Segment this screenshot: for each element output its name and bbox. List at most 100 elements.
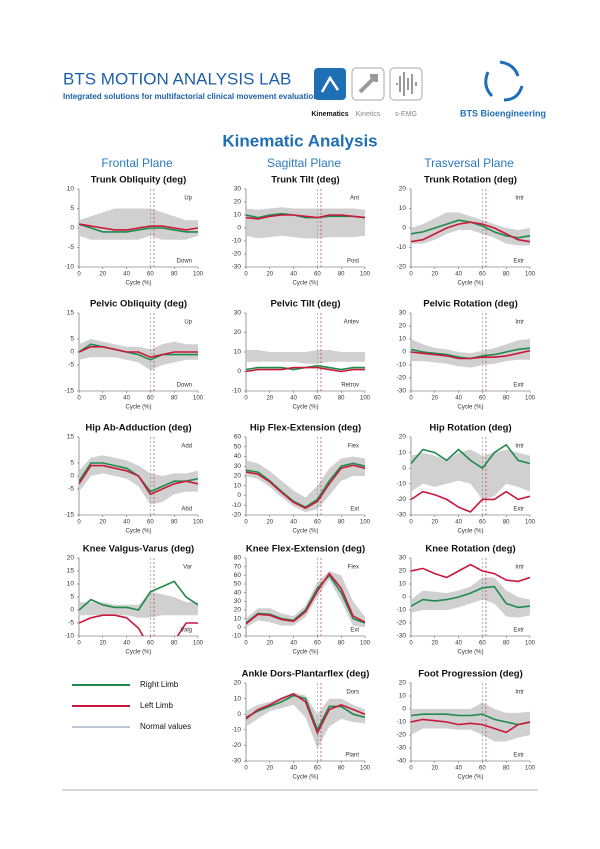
x-tick-label: 20 <box>431 272 438 278</box>
limb-line <box>411 713 530 726</box>
y-tick-label: -20 <box>232 742 242 749</box>
chart: Hip Ab-Adduction (deg) -15 -5 0 5 15 0 20 40 60 80… <box>65 423 204 535</box>
y-tick-label: -10 <box>397 362 407 369</box>
x-axis-label: Cycle (%) <box>457 650 483 656</box>
x-tick-label: 80 <box>338 766 345 772</box>
y-tick-label: 10 <box>234 212 242 219</box>
y-tick-label: -30 <box>397 745 407 752</box>
y-tick-label: -30 <box>397 633 407 640</box>
y-tick-label: 20 <box>234 199 242 206</box>
x-tick-label: 0 <box>244 766 248 772</box>
direction-label: Up <box>184 320 192 326</box>
plot <box>246 558 365 636</box>
chart: Trunk Tilt (deg) -30 -20 -10 0 10 20 30 0 20 40 60 8… <box>232 175 371 287</box>
normal-band <box>246 456 365 513</box>
chart: Hip Flex-Extension (deg) -20 -10 0 10 20 30 40 5… <box>232 423 371 535</box>
x-tick-label: 80 <box>503 520 510 526</box>
normal-band <box>246 571 365 628</box>
x-tick-label: 40 <box>290 641 297 647</box>
plot <box>411 683 530 761</box>
x-tick-label: 40 <box>455 396 462 402</box>
x-axis-label: Cycle (%) <box>292 650 318 656</box>
y-tick-label: 10 <box>399 336 407 343</box>
plot <box>411 558 530 636</box>
y-tick-label: -15 <box>65 512 75 519</box>
y-tick-label: -30 <box>397 512 407 519</box>
direction-label: Valg <box>180 628 192 634</box>
y-tick-label: 10 <box>234 349 242 356</box>
direction-label: Retrov <box>341 383 359 389</box>
x-tick-label: 100 <box>360 766 371 772</box>
y-tick-label: -20 <box>397 732 407 739</box>
plot <box>246 683 365 761</box>
chart-title: Pelvic Tilt (deg) <box>270 299 340 310</box>
x-tick-label: 40 <box>455 766 462 772</box>
x-tick-label: 60 <box>479 766 486 772</box>
x-tick-label: 0 <box>244 396 248 402</box>
tab-label: Kinetics <box>356 111 381 118</box>
x-tick-label: 80 <box>503 272 510 278</box>
y-tick-label: 15 <box>67 310 75 317</box>
limb-line <box>246 693 365 735</box>
tab-label: s-EMG <box>395 111 417 118</box>
x-tick-label: 60 <box>147 272 154 278</box>
limb-line <box>411 563 530 583</box>
x-axis-label: Cycle (%) <box>292 281 318 287</box>
plane-header: Trasversal Plane <box>424 156 514 170</box>
plot <box>411 313 530 391</box>
y-tick-label: 10 <box>399 581 407 588</box>
x-tick-label: 0 <box>244 520 248 526</box>
normal-band <box>411 449 530 500</box>
chart: Trunk Rotation (deg) -20 -10 0 10 20 0 20 40 60 80… <box>397 175 536 287</box>
page-title: Kinematic Analysis <box>222 131 377 150</box>
chart-title: Pelvic Obliquity (deg) <box>90 299 187 310</box>
x-tick-label: 100 <box>193 272 204 278</box>
y-tick-label: 15 <box>67 434 75 441</box>
normal-band <box>246 207 365 239</box>
y-tick-label: -30 <box>397 388 407 395</box>
y-tick-label: 0 <box>237 492 241 499</box>
direction-label: Down <box>177 383 192 389</box>
direction-label: Intr <box>515 565 524 571</box>
x-tick-label: 0 <box>77 272 81 278</box>
limb-line <box>411 443 530 470</box>
x-tick-label: 60 <box>314 641 321 647</box>
normal-band <box>79 208 198 240</box>
y-tick-label: 10 <box>399 693 407 700</box>
y-tick-label: 30 <box>234 310 242 317</box>
x-tick-label: 40 <box>123 641 130 647</box>
x-axis-label: Cycle (%) <box>457 405 483 411</box>
chart-title: Knee Rotation (deg) <box>425 544 515 555</box>
limb-line <box>246 574 365 624</box>
x-tick-label: 60 <box>314 520 321 526</box>
x-tick-label: 100 <box>193 641 204 647</box>
y-tick-label: 70 <box>234 563 242 570</box>
chart-title: Hip Rotation (deg) <box>429 423 511 434</box>
x-tick-label: 40 <box>455 520 462 526</box>
x-tick-label: 40 <box>123 272 130 278</box>
x-tick-label: 60 <box>479 396 486 402</box>
limb-line <box>411 718 530 734</box>
x-tick-label: 100 <box>360 520 371 526</box>
x-tick-label: 40 <box>290 766 297 772</box>
x-tick-label: 60 <box>314 396 321 402</box>
x-tick-label: 80 <box>503 641 510 647</box>
x-tick-label: 60 <box>314 272 321 278</box>
tab-glyph <box>396 72 417 96</box>
x-tick-label: 20 <box>99 520 106 526</box>
x-tick-label: 0 <box>77 641 81 647</box>
x-tick-label: 100 <box>525 520 536 526</box>
y-tick-label: 80 <box>234 555 242 562</box>
chart: Knee Rotation (deg) -30 -20 -10 0 10 20 30 0 20 40… <box>397 544 536 656</box>
direction-label: Extr <box>513 753 524 759</box>
limb-line <box>411 585 530 609</box>
y-tick-label: -30 <box>232 758 242 765</box>
y-tick-label: 30 <box>399 555 407 562</box>
y-tick-label: 5 <box>70 336 74 343</box>
x-tick-label: 20 <box>266 766 273 772</box>
x-tick-label: 80 <box>171 641 178 647</box>
x-tick-label: 100 <box>360 641 371 647</box>
y-tick-label: -15 <box>65 388 75 395</box>
limb-line <box>246 464 365 510</box>
